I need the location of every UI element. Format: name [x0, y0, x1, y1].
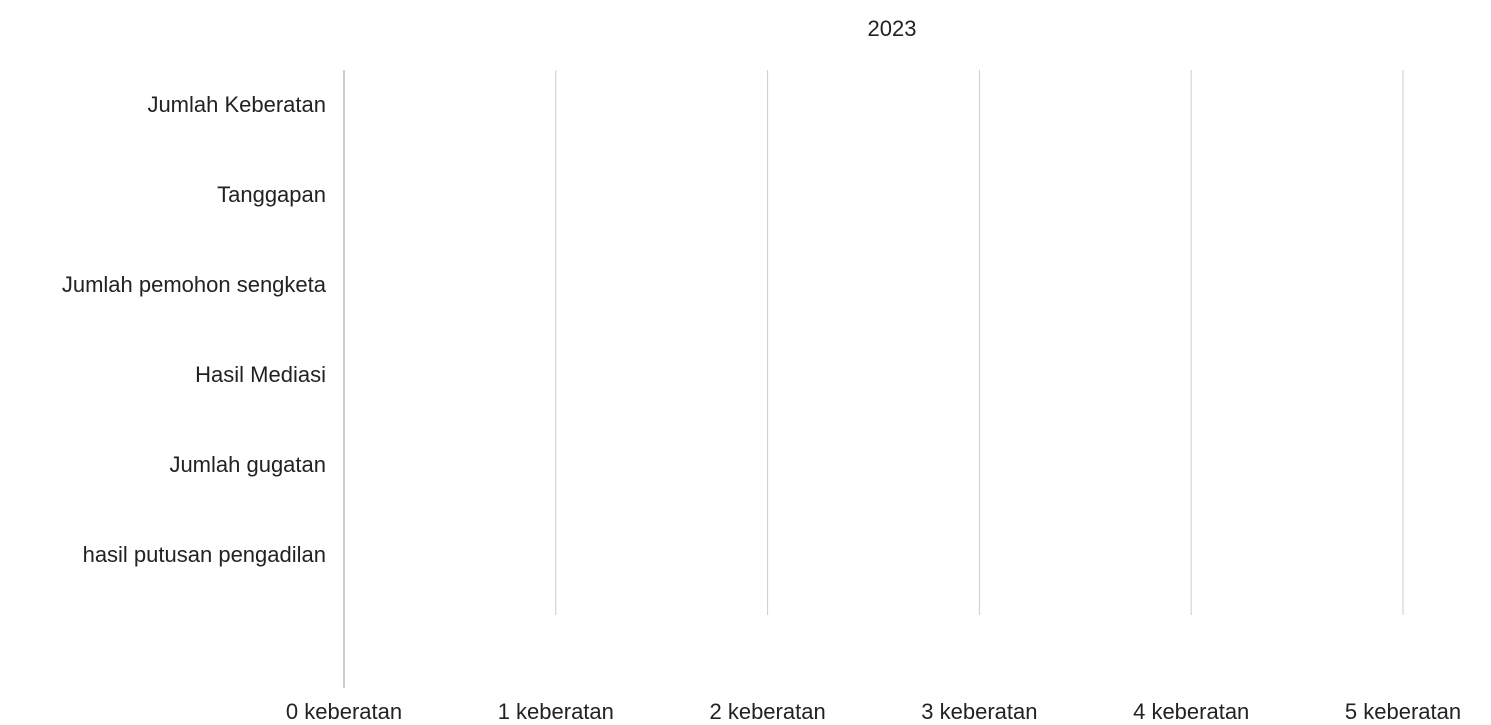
x-tick-label: 3 keberatan [921, 699, 1037, 724]
grid-lines [555, 70, 1404, 615]
y-axis-label: Jumlah pemohon sengketa [62, 272, 327, 297]
y-axis-labels: Jumlah Keberatan Tanggapan Jumlah pemohon … [62, 92, 327, 567]
y-axis-label: Hasil Mediasi [195, 362, 326, 387]
x-axis-tick-labels: 0 keberatan 1 keberatan 2 keberatan 3 keber… [286, 699, 1461, 724]
x-tick-label: 2 keberatan [709, 699, 825, 724]
x-tick-label: 1 keberatan [498, 699, 614, 724]
y-axis-label: Jumlah gugatan [169, 452, 326, 477]
x-tick-label: 4 keberatan [1133, 699, 1249, 724]
y-axis-label: hasil putusan pengadilan [83, 542, 326, 567]
chart-title: 2023 [868, 16, 917, 41]
y-axis-label: Jumlah Keberatan [147, 92, 326, 117]
y-axis-label: Tanggapan [217, 182, 326, 207]
x-tick-label: 5 keberatan [1345, 699, 1461, 724]
x-tick-label: 0 keberatan [286, 699, 402, 724]
